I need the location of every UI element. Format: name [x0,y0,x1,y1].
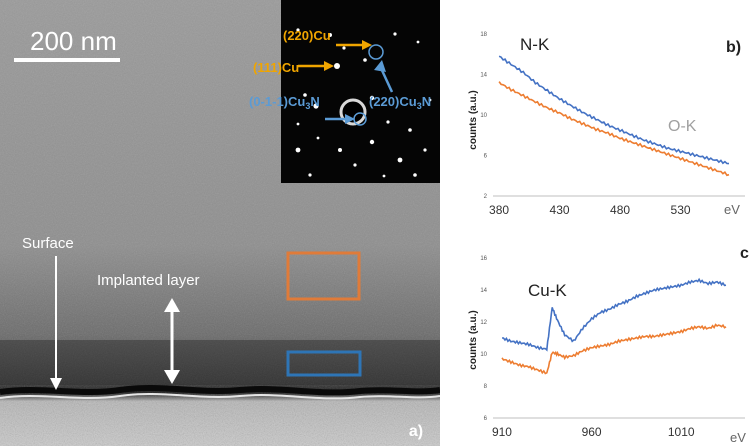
chart-c-y-ticks: 6 8 10 12 14 16 [480,256,487,422]
diffraction-background [281,0,440,183]
implanted-layer-label: Implanted layer [97,272,200,289]
surface-line [0,385,440,396]
implanted-band [0,340,440,385]
cu-220-label: (220)Cu [283,28,331,43]
c-x-tick-label: 1010 [668,425,695,439]
b-x-tick-label: 480 [610,203,630,217]
cu3n-220-label: (220)Cu3N [369,94,431,111]
chart-c-series [501,277,727,375]
b-x-tick-label: 380 [489,203,509,217]
c-y-tick-label: 12 [480,320,487,326]
b-y-tick-label: 14 [480,73,487,79]
chart-c-y-axis-label: counts (a.u.) [468,310,479,369]
c-y-tick-label: 8 [484,384,488,390]
blue-analysis-box [286,350,362,377]
chart-c-x-ticks: 910 960 1010 [492,425,695,439]
chart-b-y-axis-label: counts (a.u.) [468,90,479,149]
chart-b-series [498,55,730,177]
cu3n-220-arrow-head [374,60,386,72]
implanted-arrow-head-down [164,370,180,384]
b-y-tick-label: 6 [484,154,488,160]
panel-a-label: a) [409,423,423,440]
c-y-tick-label: 14 [480,288,487,294]
central-beam [339,98,367,126]
cu3n-arrow-head [345,114,355,124]
implanted-arrow-head-up [164,298,180,312]
chart-b-x-ticks: 380 430 480 530 [489,203,691,217]
orange-analysis-box [286,251,361,301]
c-x-tick-label: 910 [492,425,512,439]
chart-b-x-axis-unit: eV [724,202,740,217]
b-y-tick-label: 2 [484,194,488,200]
spectrum-chart-c: counts (a.u.) Cu-K c eV 6 8 10 12 14 16 910 96… [463,245,751,446]
chart-c-panel-label: c [740,245,749,262]
tem-image-panel: 200 nm Surface Implanted layer a) [0,0,440,446]
b-y-tick-label: 18 [480,32,487,38]
b-series-line [498,81,730,177]
chart-c-annotation-cu-k: Cu-K [528,281,567,300]
scale-bar-label: 200 nm [30,26,117,56]
cu-111-label: (111)Cu [253,60,299,75]
chart-c-area [463,250,751,446]
substrate-texture [0,400,440,446]
c-y-tick-label: 6 [484,416,488,422]
b-x-tick-label: 430 [550,203,570,217]
b-y-tick-label: 10 [480,113,487,119]
chart-b-area [463,26,751,232]
b-x-tick-label: 530 [671,203,691,217]
chart-b-y-ticks: 2 6 10 14 18 [480,32,487,200]
b-series-line [498,55,730,165]
chart-b-panel-label: b) [726,39,741,56]
c-series-line [501,323,727,375]
spectrum-chart-b: counts (a.u.) N-K O-K b) eV 2 6 10 14 18 380… [463,26,751,232]
c-y-tick-label: 10 [480,352,487,358]
chart-b-annotation-n-k: N-K [520,35,550,54]
cu-220-ring [368,44,384,60]
chart-c-x-axis-unit: eV [730,430,746,445]
cu-111-arrow-head [324,61,334,71]
substrate-edge [0,393,440,400]
chart-b-annotation-o-k: O-K [668,118,697,135]
diffraction-inset: (220)Cu (111)Cu (0-1-1)Cu3N (220)Cu3N [249,0,440,183]
diffraction-spots [295,28,432,178]
c-x-tick-label: 960 [582,425,602,439]
scale-bar [14,58,120,62]
cu3n-0-1-1-label: (0-1-1)Cu3N [249,94,320,111]
cu-220-arrow-head [362,40,372,50]
surface-arrow-head [50,378,62,390]
c-series-line [502,277,727,352]
c-y-tick-label: 16 [480,256,487,262]
surface-label: Surface [22,235,74,252]
